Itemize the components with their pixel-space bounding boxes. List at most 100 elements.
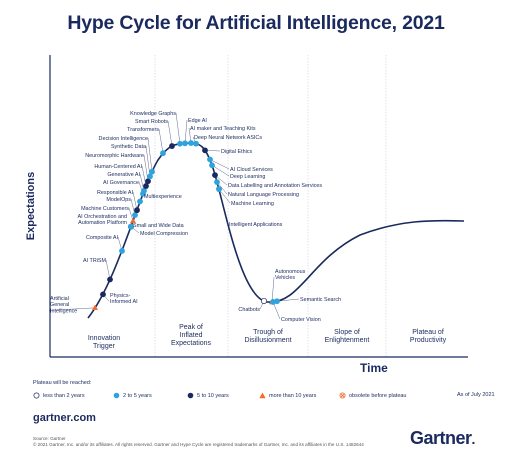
point-markers bbox=[92, 140, 280, 311]
label-data-labelling-and-annotation-services: Data Labelling and Annotation Services bbox=[228, 183, 322, 189]
marker-modelops bbox=[132, 212, 138, 218]
legend-label: obsolete before plateau bbox=[349, 392, 407, 399]
marker-human-centered-ai bbox=[143, 183, 149, 189]
marker-machine-customers bbox=[130, 217, 136, 224]
legend-title: Plateau will be reached: bbox=[33, 380, 92, 386]
label-chatbots: Chatbots bbox=[238, 307, 260, 313]
marker-artificial-general-intelligence bbox=[92, 304, 98, 311]
label-synthetic-data: Synthetic Data bbox=[111, 144, 146, 150]
legend-item-obsolete: obsolete before plateau bbox=[339, 392, 407, 399]
marker-semantic-search bbox=[274, 298, 280, 305]
marker-responsible-ai bbox=[134, 207, 140, 214]
chart-title: Hype Cycle for Artificial Intelligence, … bbox=[67, 12, 445, 34]
marker-multiexperience bbox=[137, 198, 143, 205]
legend-item-less-than-2: less than 2 years bbox=[33, 392, 85, 399]
legend-item-more-than-10: more than 10 years bbox=[259, 392, 316, 399]
leader-machine-customers bbox=[128, 207, 134, 221]
label-digital-ethics: Digital Ethics bbox=[221, 149, 252, 155]
leader-smart-robots bbox=[167, 120, 173, 147]
marker-edge-ai bbox=[182, 140, 188, 147]
phase-label-1: Peak of Inflated Expectations bbox=[171, 324, 212, 347]
label-ai-trism: AI TRiSM bbox=[83, 258, 106, 264]
footer: Source: Gartner © 2021 Gartner, Inc. and… bbox=[33, 436, 413, 448]
label-human-centered-ai: Human-Centered AI bbox=[94, 164, 142, 170]
marker-ai-orchestration-and-automation-platform bbox=[128, 223, 134, 230]
y-axis-label: Expectations bbox=[25, 171, 37, 241]
site-url: gartner.com bbox=[33, 412, 96, 424]
gartner-logo: Gartner. bbox=[410, 428, 475, 449]
phase-label-3: Slope of Enlightenment bbox=[325, 329, 370, 344]
brand-text: Gartner bbox=[410, 428, 472, 448]
label-semantic-search: Semantic Search bbox=[300, 297, 341, 303]
leader-computer-vision bbox=[272, 301, 281, 320]
label-natural-language-processing: Natural Language Processing bbox=[228, 192, 299, 198]
label-decision-intelligence: Decision Intelligence bbox=[99, 136, 148, 142]
label-small-and-wide-data: Small and Wide Data bbox=[133, 223, 184, 229]
label-edge-ai: Edge AI bbox=[188, 118, 207, 124]
label-knowledge-graphs: Knowledge Graphs bbox=[130, 111, 176, 117]
leader-ai-cloud-services bbox=[209, 159, 230, 170]
label-artificial-general-intelligence: Artificial General Intelligence bbox=[50, 296, 77, 314]
label-physics-informed-ai: Physics-Informed AI bbox=[110, 293, 138, 305]
label-multiexperience: Multiexperience bbox=[144, 194, 182, 200]
legend-item-5-to-10: 5 to 10 years bbox=[187, 392, 229, 399]
phase-label-2: Trough of Disillusionment bbox=[244, 329, 291, 344]
legend-label: 2 to 5 years bbox=[123, 392, 152, 399]
marker-composite-ai bbox=[119, 247, 125, 254]
footer-copyright: © 2021 Gartner, Inc. and/or its affiliat… bbox=[33, 442, 364, 447]
marker-knowledge-graphs bbox=[177, 140, 183, 147]
marker-natural-language-processing bbox=[214, 179, 220, 186]
leader-decision-intelligence bbox=[147, 137, 153, 172]
label-ai-governance: AI Governance bbox=[103, 180, 139, 186]
leader-lines bbox=[48, 112, 300, 320]
label-transformers: Transformers bbox=[127, 127, 159, 133]
logo-dot: . bbox=[471, 431, 476, 447]
phase-label-4: Plateau of Productivity bbox=[410, 329, 447, 344]
label-smart-robots: Smart Robots bbox=[135, 119, 168, 125]
label-intelligent-applications: Intelligent Applications bbox=[229, 222, 283, 228]
label-model-compression: Model Compression bbox=[140, 231, 188, 237]
label-machine-customers: Machine Customers bbox=[81, 206, 129, 212]
label-deep-learning: Deep Learning bbox=[230, 174, 265, 180]
label-computer-vision: Computer Vision bbox=[281, 317, 321, 323]
label-responsible-ai: Responsible AI bbox=[97, 190, 133, 196]
leader-edge-ai bbox=[184, 119, 188, 144]
circle-outline-icon bbox=[33, 392, 40, 399]
label-generative-ai: Generative AI bbox=[107, 172, 140, 178]
crossed-circle-icon bbox=[339, 392, 346, 399]
marker-deep-neural-network-asics bbox=[193, 140, 199, 147]
circle-navy-icon bbox=[187, 392, 194, 399]
phase-labels: Innovation Trigger Peak of Inflated Expectat… bbox=[88, 324, 447, 350]
point-labels: Artificial General Intelligence Physics-Inf… bbox=[50, 111, 341, 323]
marker-chatbots bbox=[260, 297, 268, 305]
marker-ai-trism bbox=[107, 276, 113, 283]
phase-dividers bbox=[154, 55, 387, 357]
marker-smart-robots bbox=[169, 143, 175, 149]
marker-synthetic-data bbox=[147, 173, 153, 180]
leader-responsible-ai bbox=[132, 191, 138, 211]
leader-ai-trism bbox=[105, 259, 111, 280]
leader-artificial-general-intelligence bbox=[48, 307, 96, 311]
legend-item-2-to-5: 2 to 5 years bbox=[113, 392, 152, 399]
marker-data-labelling-and-annotation-services bbox=[212, 172, 218, 179]
legend-label: more than 10 years bbox=[269, 392, 317, 399]
label-neuromorphic-hardware: Neuromorphic Hardware bbox=[85, 153, 144, 159]
label-deep-neural-network-asics: Deep Neural Network ASICs bbox=[194, 135, 262, 141]
triangle-orange-icon bbox=[259, 392, 266, 399]
marker-ai-maker-and-teaching-kits bbox=[188, 140, 194, 146]
marker-digital-ethics bbox=[202, 147, 208, 154]
leader-autonomous-vehicles bbox=[271, 277, 275, 303]
phase-label-0: Innovation Trigger bbox=[88, 335, 120, 350]
leader-semantic-search bbox=[276, 298, 300, 302]
label-modelops: ModelOps bbox=[106, 197, 131, 203]
leader-intelligent-applications bbox=[218, 189, 229, 225]
label-ai-orchestration-and-automation-platform: AI Orchestration and Automation Platform bbox=[78, 214, 128, 226]
label-ai-maker-and-teaching-kits: AI maker and Teaching Kits bbox=[190, 126, 256, 132]
marker-deep-learning bbox=[209, 162, 215, 169]
label-machine-learning: Machine Learning bbox=[231, 201, 274, 207]
legend-label: 5 to 10 years bbox=[197, 392, 229, 399]
marker-intelligent-applications bbox=[216, 186, 222, 192]
leader-knowledge-graphs bbox=[175, 112, 181, 144]
as-of-date: As of July 2021 bbox=[457, 392, 495, 398]
